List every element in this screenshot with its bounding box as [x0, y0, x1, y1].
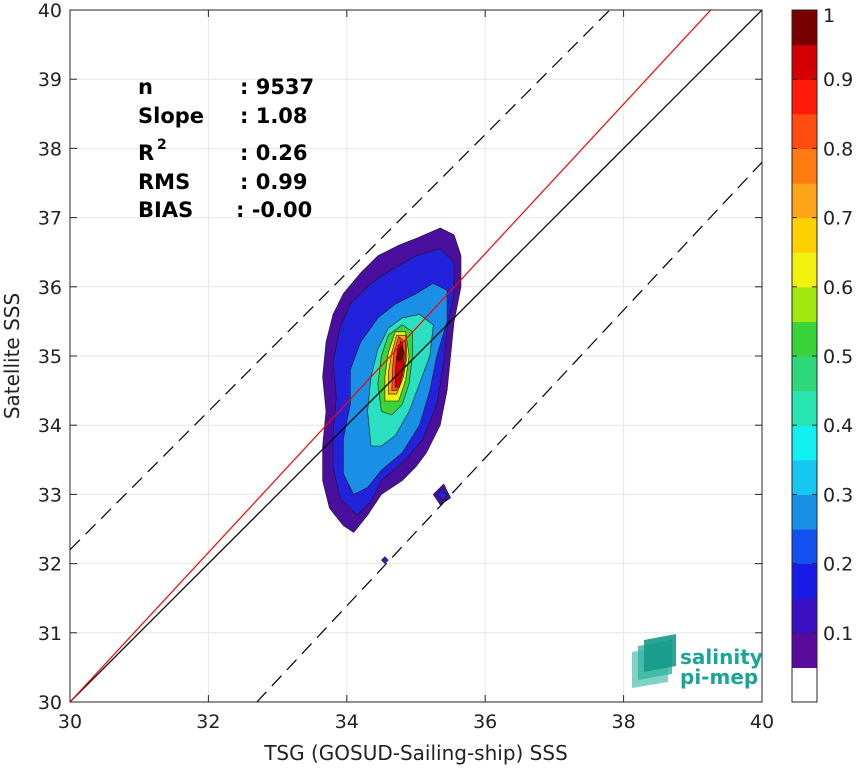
colorbar-segment	[792, 667, 817, 703]
salinity-pimep-logo: salinity pi-mep	[632, 634, 763, 689]
colorbar-segment	[792, 563, 817, 599]
colorbar-segment	[792, 44, 817, 80]
colorbar-tick-label: 0.4	[823, 415, 853, 437]
colorbar-segment	[792, 425, 817, 461]
logo-line1: salinity	[680, 645, 763, 669]
x-tick-label: 38	[612, 711, 636, 733]
logo-wave-icon-top	[644, 634, 676, 672]
colorbar-segment	[792, 183, 817, 219]
colorbar-tick-label: 0.8	[823, 138, 853, 160]
x-tick-label: 40	[750, 711, 774, 733]
lower-bound-line	[256, 161, 762, 702]
colorbar-segment	[792, 113, 817, 149]
y-tick-label: 31	[38, 623, 62, 645]
y-tick-label: 37	[38, 208, 62, 230]
colorbar-segment	[792, 10, 817, 46]
reference-lines	[70, 10, 762, 702]
statistics-block: n : 9537 Slope : 1.08 R 2 : 0.26 RMS : 0.99 BIAS:…	[138, 75, 314, 222]
colorbar-segment	[792, 252, 817, 288]
x-tick-label: 34	[335, 711, 359, 733]
y-tick-label: 33	[38, 484, 62, 506]
stat-label: R	[138, 141, 154, 165]
colorbar-segment	[792, 529, 817, 565]
colorbar-segment	[792, 598, 817, 634]
y-tick-label: 40	[38, 0, 62, 22]
regression-line	[70, 10, 712, 702]
colorbar-tick-label: 0.3	[823, 484, 853, 506]
logo-line2: pi-mep	[680, 665, 758, 689]
y-tick-label: 30	[38, 692, 62, 714]
x-tick-label: 36	[473, 711, 497, 733]
stat-value: : -0.00	[236, 198, 312, 222]
colorbar-segment	[792, 356, 817, 392]
colorbar-segment	[792, 494, 817, 530]
colorbar-segment	[792, 217, 817, 253]
one-to-one-line	[70, 10, 762, 702]
y-axis-ticks: 30 31 32 33 34 35 36 37 38 39 40	[38, 0, 762, 714]
colorbar-tick-label: 0.9	[823, 69, 853, 91]
stat-label: BIAS	[138, 198, 193, 222]
x-axis-label: TSG (GOSUD-Sailing-ship) SSS	[263, 741, 568, 765]
colorbar-segment	[792, 79, 817, 115]
colorbar-segment	[792, 390, 817, 426]
y-tick-label: 36	[38, 277, 62, 299]
density-contour-island	[380, 556, 389, 565]
y-tick-label: 32	[38, 554, 62, 576]
upper-bound-line	[70, 10, 611, 551]
stat-value: : 1.08	[240, 104, 308, 128]
colorbar-segment	[792, 321, 817, 357]
colorbar-segment	[792, 632, 817, 668]
colorbar-segment	[792, 459, 817, 495]
colorbar-tick-label: 0.1	[823, 623, 853, 645]
colorbar-segment	[792, 148, 817, 184]
y-axis-label: Satellite SSS	[0, 293, 24, 419]
y-tick-label: 34	[38, 415, 62, 437]
y-tick-label: 35	[38, 346, 62, 368]
stat-value: : 0.99	[240, 170, 308, 194]
colorbar-segment	[792, 286, 817, 322]
stat-value: : 0.26	[240, 141, 308, 165]
stat-label: Slope	[138, 104, 204, 128]
colorbar-tick-label: 0.6	[823, 277, 853, 299]
colorbar-tick-label: 0.7	[823, 208, 853, 230]
y-tick-label: 39	[38, 69, 62, 91]
x-tick-label: 32	[196, 711, 220, 733]
colorbar: 0.1 0.2 0.3 0.4 0.5 0.6 0.7 0.8 0.9 1	[791, 5, 853, 703]
x-axis-ticks: 30 32 34 36 38 40	[58, 10, 774, 733]
stat-label: n	[138, 75, 153, 99]
x-tick-label: 30	[58, 711, 82, 733]
stat-label-superscript: 2	[157, 137, 167, 153]
colorbar-tick-label: 0.5	[823, 346, 853, 368]
density-contour-island	[436, 488, 448, 501]
colorbar-tick-label: 0.2	[823, 554, 853, 576]
stat-label: RMS	[138, 170, 190, 194]
colorbar-tick-label: 1	[823, 5, 835, 27]
y-tick-label: 38	[38, 138, 62, 160]
stat-value: : 9537	[240, 75, 314, 99]
